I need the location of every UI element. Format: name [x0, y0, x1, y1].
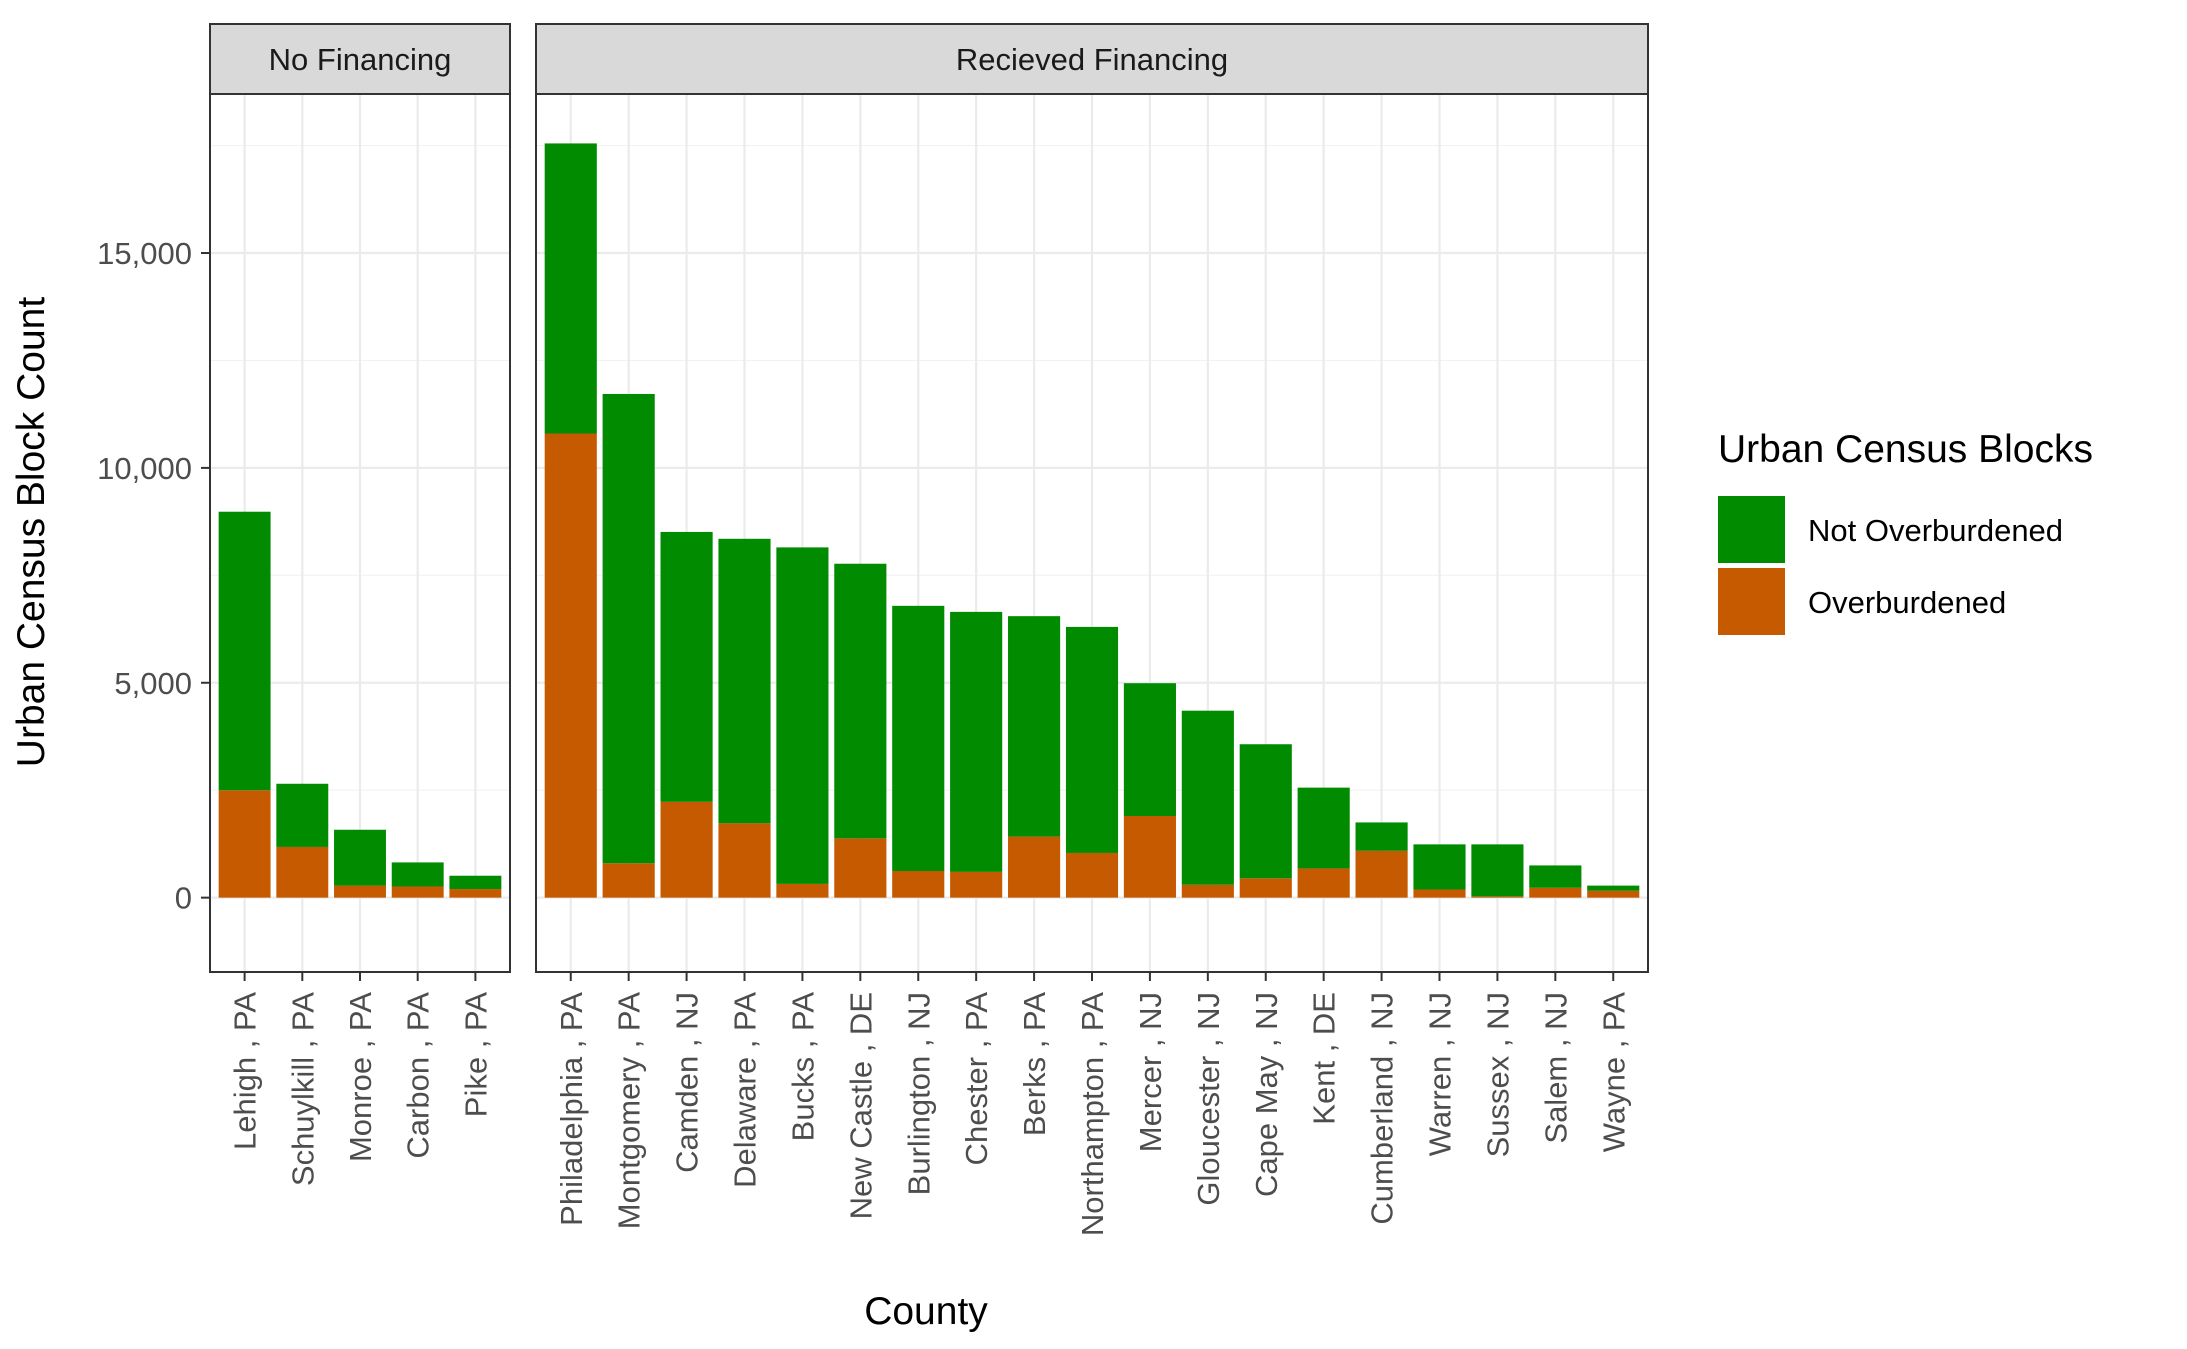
x-tick-label-sussex-nj: Sussex , NJ — [1480, 992, 1515, 1157]
x-tick-label-schuylkill-pa: Schuylkill , PA — [285, 992, 320, 1186]
bar-not-overburdened-gloucester-nj — [1181, 710, 1234, 885]
bar-not-overburdened-wayne-pa — [1587, 885, 1640, 891]
bar-overburdened-schuylkill-pa — [276, 846, 329, 898]
bar-not-overburdened-lehigh-pa — [218, 511, 271, 791]
bar-overburdened-monroe-pa — [334, 885, 386, 898]
bar-not-overburdened-mercer-nj — [1123, 683, 1176, 816]
bar-not-overburdened-schuylkill-pa — [276, 783, 329, 847]
y-axis-title: Urban Census Block Count — [10, 297, 53, 768]
x-tick-label-kent-de: Kent , DE — [1307, 992, 1342, 1125]
bar-overburdened-philadelphia-pa — [544, 433, 597, 898]
bar-overburdened-bucks-pa — [776, 883, 829, 898]
y-tick-label: 0 — [175, 881, 192, 916]
legend-title: Urban Census Blocks — [1718, 428, 2093, 471]
x-tick-label-mercer-nj: Mercer , NJ — [1133, 992, 1168, 1152]
bar-overburdened-northampton-pa — [1065, 852, 1119, 898]
bar-not-overburdened-philadelphia-pa — [544, 143, 597, 434]
legend-label-overburdened: Overburdened — [1808, 585, 2006, 620]
bar-not-overburdened-new-castle-de — [834, 563, 887, 839]
bar-not-overburdened-sussex-nj — [1471, 844, 1524, 897]
x-tick-label-salem-nj: Salem , NJ — [1538, 992, 1573, 1144]
x-tick-label-montgomery-pa: Montgomery , PA — [612, 992, 647, 1230]
bar-not-overburdened-cape-may-nj — [1239, 744, 1292, 879]
facet-panels: Lehigh , PA Schuylkill , PA Monroe , PA Car… — [209, 23, 1649, 1236]
bar-overburdened-cape-may-nj — [1239, 878, 1292, 898]
bar-overburdened-wayne-pa — [1587, 890, 1640, 898]
y-tick-label: 15,000 — [97, 236, 192, 271]
x-tick-label-chester-pa: Chester , PA — [959, 992, 994, 1166]
bar-overburdened-new-castle-de — [834, 838, 887, 898]
x-tick-label-bucks-pa: Bucks , PA — [785, 992, 820, 1142]
bar-overburdened-salem-nj — [1529, 887, 1582, 898]
bar-overburdened-cumberland-nj — [1355, 850, 1408, 898]
bar-overburdened-pike-pa — [449, 889, 502, 898]
x-tick-label-lehigh-pa: Lehigh , PA — [228, 992, 263, 1150]
bar-not-overburdened-camden-nj — [660, 531, 713, 802]
x-tick-label-philadelphia-pa: Philadelphia , PA — [554, 992, 589, 1226]
bar-not-overburdened-monroe-pa — [334, 829, 386, 886]
bar-not-overburdened-carbon-pa — [391, 862, 444, 887]
facet-strip — [535, 23, 1649, 95]
bar-overburdened-mercer-nj — [1123, 815, 1176, 898]
bar-not-overburdened-burlington-nj — [892, 605, 945, 872]
bar-not-overburdened-montgomery-pa — [602, 393, 655, 864]
legend-key-not-overburdened — [1718, 496, 1785, 563]
y-tick-label: 10,000 — [97, 451, 192, 486]
x-tick-label-cumberland-nj: Cumberland , NJ — [1365, 992, 1400, 1225]
bar-overburdened-chester-pa — [950, 871, 1003, 898]
bar-overburdened-delaware-pa — [718, 823, 771, 898]
x-tick-label-warren-nj: Warren , NJ — [1423, 992, 1458, 1156]
bar-not-overburdened-chester-pa — [950, 611, 1003, 872]
bar-overburdened-montgomery-pa — [602, 863, 655, 898]
facet-strip-label: Recieved Financing — [956, 42, 1228, 77]
x-tick-label-camden-nj: Camden , NJ — [670, 992, 705, 1173]
x-tick-label-delaware-pa: Delaware , PA — [728, 992, 763, 1188]
y-axis: 0 5,000 10,000 15,000 — [97, 236, 210, 916]
bar-overburdened-gloucester-nj — [1181, 884, 1234, 898]
panel-no-financing: Lehigh , PA Schuylkill , PA Monroe , PA Car… — [209, 23, 511, 1186]
y-tick-label: 5,000 — [114, 666, 192, 701]
bar-not-overburdened-salem-nj — [1529, 865, 1582, 888]
bar-overburdened-lehigh-pa — [218, 790, 271, 898]
bar-overburdened-sussex-nj — [1471, 896, 1524, 898]
panel-recieved-financing: Philadelphia , PA Montgomery , PA Camden ,… — [535, 23, 1649, 1236]
x-tick-label-burlington-nj: Burlington , NJ — [901, 992, 936, 1195]
x-tick-label-northampton-pa: Northampton , PA — [1075, 992, 1110, 1236]
bar-not-overburdened-cumberland-nj — [1355, 822, 1408, 851]
legend-key-overburdened — [1718, 568, 1785, 635]
x-tick-label-cape-may-nj: Cape May , NJ — [1249, 992, 1284, 1197]
bar-overburdened-carbon-pa — [391, 886, 444, 898]
x-tick-label-berks-pa: Berks , PA — [1017, 992, 1052, 1136]
facet-strip — [209, 23, 511, 95]
x-tick-label-gloucester-nj: Gloucester , NJ — [1191, 992, 1226, 1206]
bar-overburdened-kent-de — [1297, 868, 1350, 898]
x-axis-title: County — [864, 1290, 988, 1333]
bar-not-overburdened-berks-pa — [1008, 616, 1061, 837]
x-tick-label-wayne-pa: Wayne , PA — [1596, 992, 1631, 1153]
x-tick-label-carbon-pa: Carbon , PA — [401, 992, 436, 1159]
facet-strip-label: No Financing — [269, 42, 452, 77]
bar-not-overburdened-kent-de — [1297, 787, 1350, 869]
bar-not-overburdened-warren-nj — [1413, 844, 1466, 890]
bar-not-overburdened-delaware-pa — [718, 538, 771, 824]
legend-label-not-overburdened: Not Overburdened — [1808, 513, 2063, 548]
bar-overburdened-berks-pa — [1008, 836, 1061, 898]
bar-overburdened-warren-nj — [1413, 889, 1466, 898]
bar-overburdened-camden-nj — [660, 801, 713, 898]
bar-not-overburdened-pike-pa — [449, 875, 502, 890]
bar-not-overburdened-northampton-pa — [1065, 626, 1119, 853]
bar-not-overburdened-bucks-pa — [776, 547, 829, 884]
bar-overburdened-burlington-nj — [892, 871, 945, 898]
legend: Urban Census Blocks Not Overburdened Ove… — [1718, 428, 2093, 635]
x-tick-label-monroe-pa: Monroe , PA — [343, 992, 378, 1162]
x-tick-label-new-castle-de: New Castle , DE — [843, 992, 878, 1219]
x-tick-label-pike-pa: Pike , PA — [458, 992, 493, 1118]
